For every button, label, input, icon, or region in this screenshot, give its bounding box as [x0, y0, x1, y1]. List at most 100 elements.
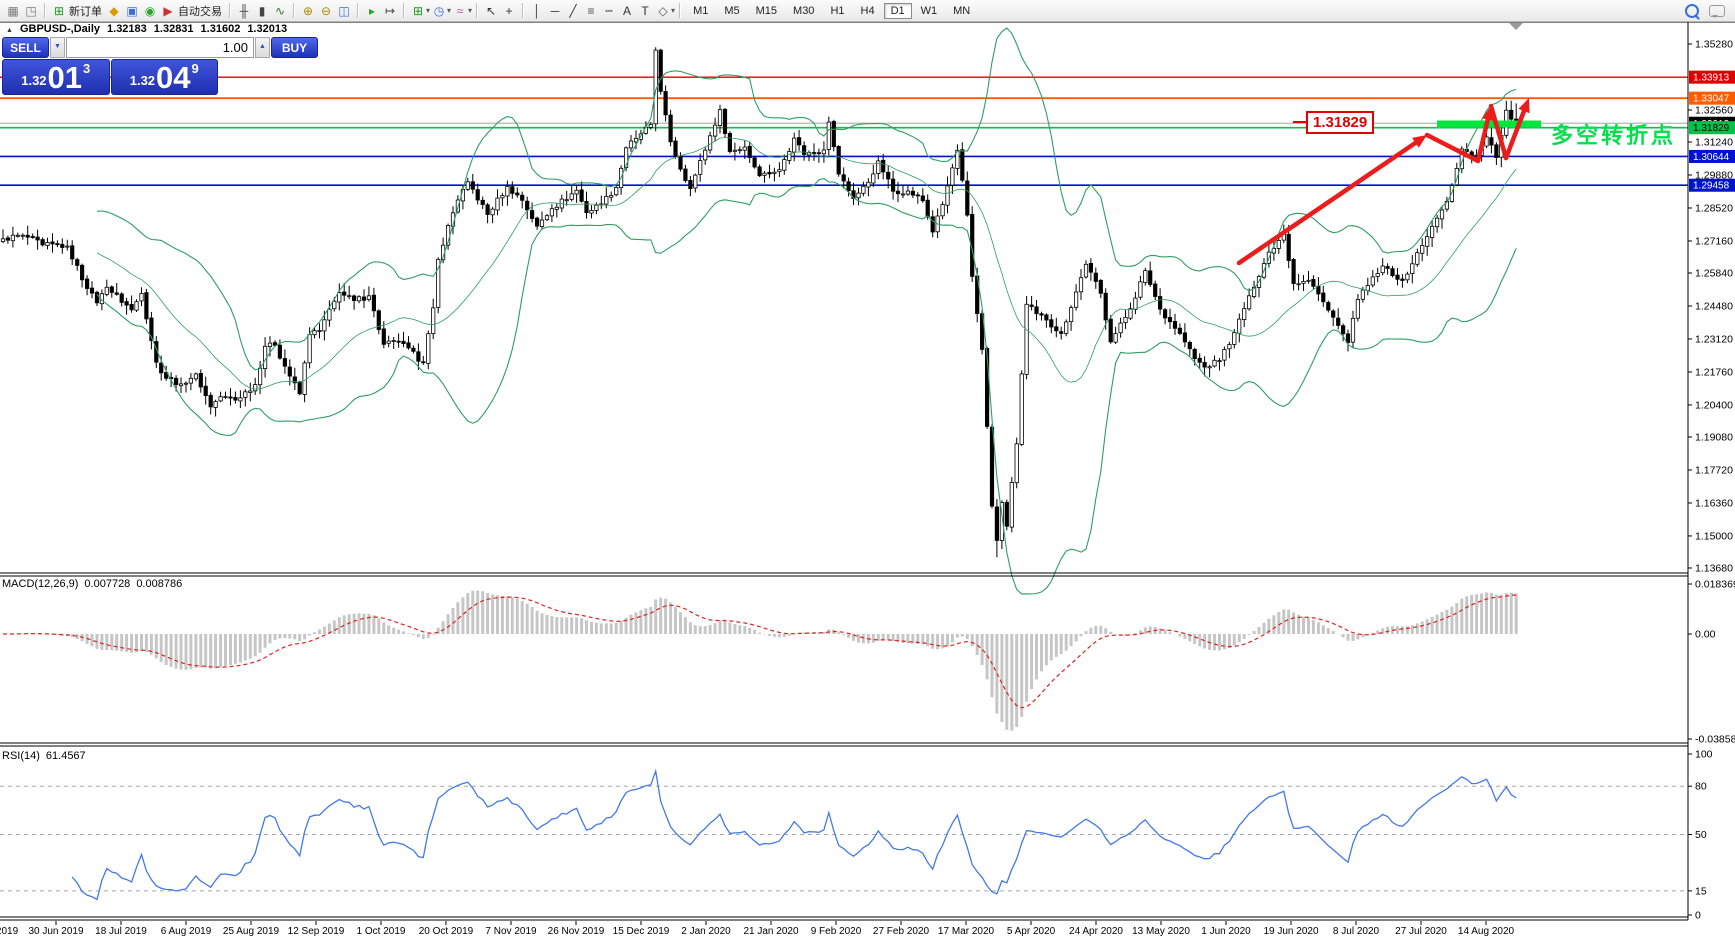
candle [915, 194, 920, 197]
trend-arrow [1236, 136, 1424, 266]
buy-price-display[interactable]: 1.32 04 9 [110, 59, 218, 95]
charts-list-icon[interactable]: ▦ [7, 3, 19, 18]
volume-increase-button[interactable]: ▲ [255, 37, 270, 58]
candle [89, 287, 95, 294]
auto-trading-button-label[interactable]: 自动交易 [178, 5, 222, 18]
symbol-expand-icon[interactable]: ▲ [6, 27, 13, 34]
search-icon[interactable] [1685, 3, 1699, 18]
candle [1331, 310, 1336, 318]
candle [1395, 274, 1400, 280]
price-badge [1689, 121, 1735, 135]
timeframe-mn-button[interactable]: MN [953, 4, 971, 17]
timeframe-w1-button[interactable]: W1 [920, 4, 938, 17]
candle [1494, 144, 1499, 159]
candle [1118, 322, 1123, 334]
volume-input[interactable] [66, 37, 254, 58]
bollinger-lower-band [96, 177, 1517, 595]
equidistant-channel-icon[interactable]: ≡ [587, 3, 595, 18]
signals-icon[interactable]: ◉ [144, 3, 156, 18]
price-tick-label: 1.29880 [1695, 169, 1733, 181]
candle [1439, 209, 1445, 220]
shapes-button-dropdown-icon[interactable]: ▾ [671, 6, 676, 15]
label-icon[interactable]: T [641, 3, 649, 18]
chart-shift-icon[interactable]: ↦ [384, 3, 396, 18]
vertical-line-icon[interactable]: │ [533, 3, 541, 18]
candle [767, 171, 772, 175]
price-callout-label[interactable]: 1.31829 [1306, 111, 1375, 134]
candle [881, 159, 886, 173]
auto-trading-button[interactable]: ▶ [163, 3, 173, 18]
zoom-in-icon[interactable]: ⊕ [302, 3, 314, 18]
candle [802, 145, 807, 155]
candle [673, 140, 678, 158]
candle [35, 236, 40, 241]
chat-icon[interactable] [1709, 4, 1725, 18]
candle [757, 166, 762, 177]
timeframe-d1-button[interactable]: D1 [883, 2, 912, 19]
buy-button[interactable]: BUY [271, 37, 318, 58]
preview-icon[interactable]: ◳ [25, 3, 37, 18]
bar-chart-icon[interactable]: ╫ [239, 3, 249, 18]
timeframe-h1-button[interactable]: H1 [830, 4, 845, 17]
buy-price-base: 1.32 [129, 73, 156, 88]
candle [1454, 167, 1459, 186]
timeframe-m1-button[interactable]: M1 [693, 4, 709, 17]
crosshair-icon[interactable]: + [505, 3, 513, 18]
auto-scroll-icon[interactable]: ▸ [368, 3, 376, 18]
candle [208, 394, 213, 408]
candle [322, 319, 327, 332]
candle [164, 372, 169, 379]
periods-button[interactable]: ◷ [433, 3, 445, 18]
line-chart-icon[interactable]: ∿ [274, 3, 286, 18]
add-indicator-button-dropdown-icon[interactable]: ▾ [426, 6, 431, 15]
timeframe-m15-button[interactable]: M15 [755, 4, 778, 17]
candle [633, 137, 639, 143]
template-button[interactable]: ≈ [456, 3, 464, 18]
new-order-button-label[interactable]: 新订单 [69, 5, 102, 18]
shapes-button[interactable]: ◇ [658, 3, 668, 18]
horizontal-line-icon[interactable]: ─ [550, 3, 560, 18]
candle [10, 234, 15, 242]
date-label: 14 Aug 2020 [1458, 926, 1515, 937]
template-button-dropdown-icon[interactable]: ▾ [468, 6, 473, 15]
candle [544, 215, 550, 221]
timeframe-m5-button[interactable]: M5 [724, 4, 740, 17]
periods-button-dropdown-icon[interactable]: ▾ [447, 6, 452, 15]
rsi-label: RSI(14) 61.4567 [2, 750, 86, 762]
add-indicator-button[interactable]: ⊞ [412, 3, 424, 18]
text-icon[interactable]: A [623, 3, 632, 18]
cursor-icon[interactable]: ↖ [486, 3, 497, 18]
candlestick-chart-icon[interactable]: ▮ [258, 3, 266, 18]
price-tick-label: 1.31240 [1695, 137, 1733, 149]
sell-price-display[interactable]: 1.32 01 3 [2, 59, 110, 95]
toolbar: ▦ ◳ ⊞ 新订单 ◆ ▣ ◉ ▶ 自动交易 ╫ ▮ ∿ ⊕ ⊖ ◫ ▸ ↦ ⊞ ▾ ◷ ▾ ≈ ▾ ↖ + │ ─ ╱ ≡ ┉ A T ◇ ▾ M… [0, 0, 1735, 22]
candle [1365, 285, 1370, 292]
strategy-tester-icon[interactable]: ◆ [109, 3, 119, 18]
volume-decrease-button[interactable]: ▼ [50, 37, 65, 58]
candle [787, 151, 792, 161]
candle [698, 160, 703, 175]
candle [1098, 279, 1103, 294]
fibonacci-icon[interactable]: ┉ [605, 3, 613, 18]
macd-histogram [6, 590, 1518, 731]
candle [1192, 348, 1197, 359]
trend-arrowhead-icon [1412, 135, 1427, 148]
market-watch-icon[interactable]: ▣ [126, 3, 138, 18]
zoom-out-icon[interactable]: ⊖ [320, 3, 332, 18]
candle [782, 159, 787, 171]
turning-point-note[interactable]: 多空转折点 [1551, 123, 1677, 148]
new-order-button[interactable]: ⊞ [53, 3, 65, 18]
candle [55, 243, 60, 246]
date-label: 12 Sep 2019 [288, 926, 345, 937]
date-label: 27 Jul 2020 [1395, 926, 1447, 937]
candle [391, 340, 396, 342]
tile-windows-icon[interactable]: ◫ [338, 3, 350, 18]
trendline-icon[interactable]: ╱ [569, 3, 577, 18]
sell-button[interactable]: SELL [2, 37, 49, 58]
price-tick-label: 1.28520 [1695, 202, 1733, 214]
candle [1242, 308, 1247, 321]
candle [1133, 297, 1138, 310]
timeframe-m30-button[interactable]: M30 [793, 4, 815, 17]
timeframe-h4-button[interactable]: H4 [860, 4, 875, 17]
